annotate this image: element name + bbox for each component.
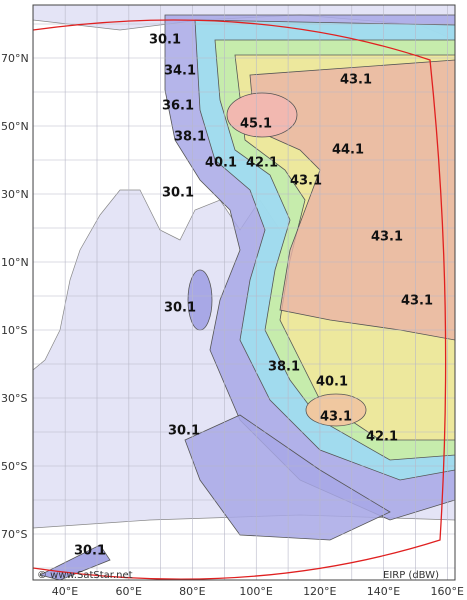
contour-label: 30.1 <box>168 424 200 439</box>
longitude-label: 120°E <box>303 585 336 598</box>
graticule <box>33 5 455 580</box>
coverage-boundary <box>32 19 447 580</box>
latitude-label: 30°S <box>1 392 27 405</box>
longitude-label: 140°E <box>367 585 400 598</box>
legend-unit: EIRP (dBW) <box>383 570 439 581</box>
contour-south <box>184 414 391 541</box>
contour-label: 43.1 <box>320 410 352 425</box>
contour-43 <box>249 59 455 341</box>
contour-label: 44.1 <box>332 143 364 158</box>
contour-label: 36.1 <box>162 99 194 114</box>
contour-label: 30.1 <box>74 544 106 559</box>
longitude-label: 40°E <box>52 585 78 598</box>
latitude-label: 50°N <box>1 120 29 133</box>
longitude-label: 100°E <box>239 585 272 598</box>
contour-label: 38.1 <box>174 130 206 145</box>
contour-label: 30.1 <box>149 33 181 48</box>
contour-label: 30.1 <box>162 186 194 201</box>
credit: © www.SatStar.net <box>37 570 133 581</box>
map-body <box>33 5 455 580</box>
contour-label: 45.1 <box>240 117 272 132</box>
longitude-label: 60°E <box>115 585 141 598</box>
contour-label: 40.1 <box>316 375 348 390</box>
contour-label: 38.1 <box>268 360 300 375</box>
latitude-label: 30°N <box>1 188 29 201</box>
contour-label: 43.1 <box>340 73 372 88</box>
latitude-label: 10°S <box>1 324 27 337</box>
latitude-label: 70°S <box>1 528 27 541</box>
contour-label: 43.1 <box>371 230 403 245</box>
contour-label: 43.1 <box>290 174 322 189</box>
map-frame <box>32 4 456 581</box>
contour-label: 42.1 <box>246 156 278 171</box>
contour-label: 34.1 <box>164 64 196 79</box>
contour-label: 42.1 <box>366 430 398 445</box>
longitude-label: 80°E <box>179 585 205 598</box>
latitude-label: 50°S <box>1 460 27 473</box>
latitude-label: 70°N <box>1 52 29 65</box>
contour-label: 40.1 <box>205 156 237 171</box>
longitude-label: 160°E <box>430 585 463 598</box>
contour-label: 30.1 <box>164 301 196 316</box>
contour-label: 43.1 <box>401 294 433 309</box>
latitude-label: 10°N <box>1 256 29 269</box>
contour-43-south <box>305 393 367 427</box>
